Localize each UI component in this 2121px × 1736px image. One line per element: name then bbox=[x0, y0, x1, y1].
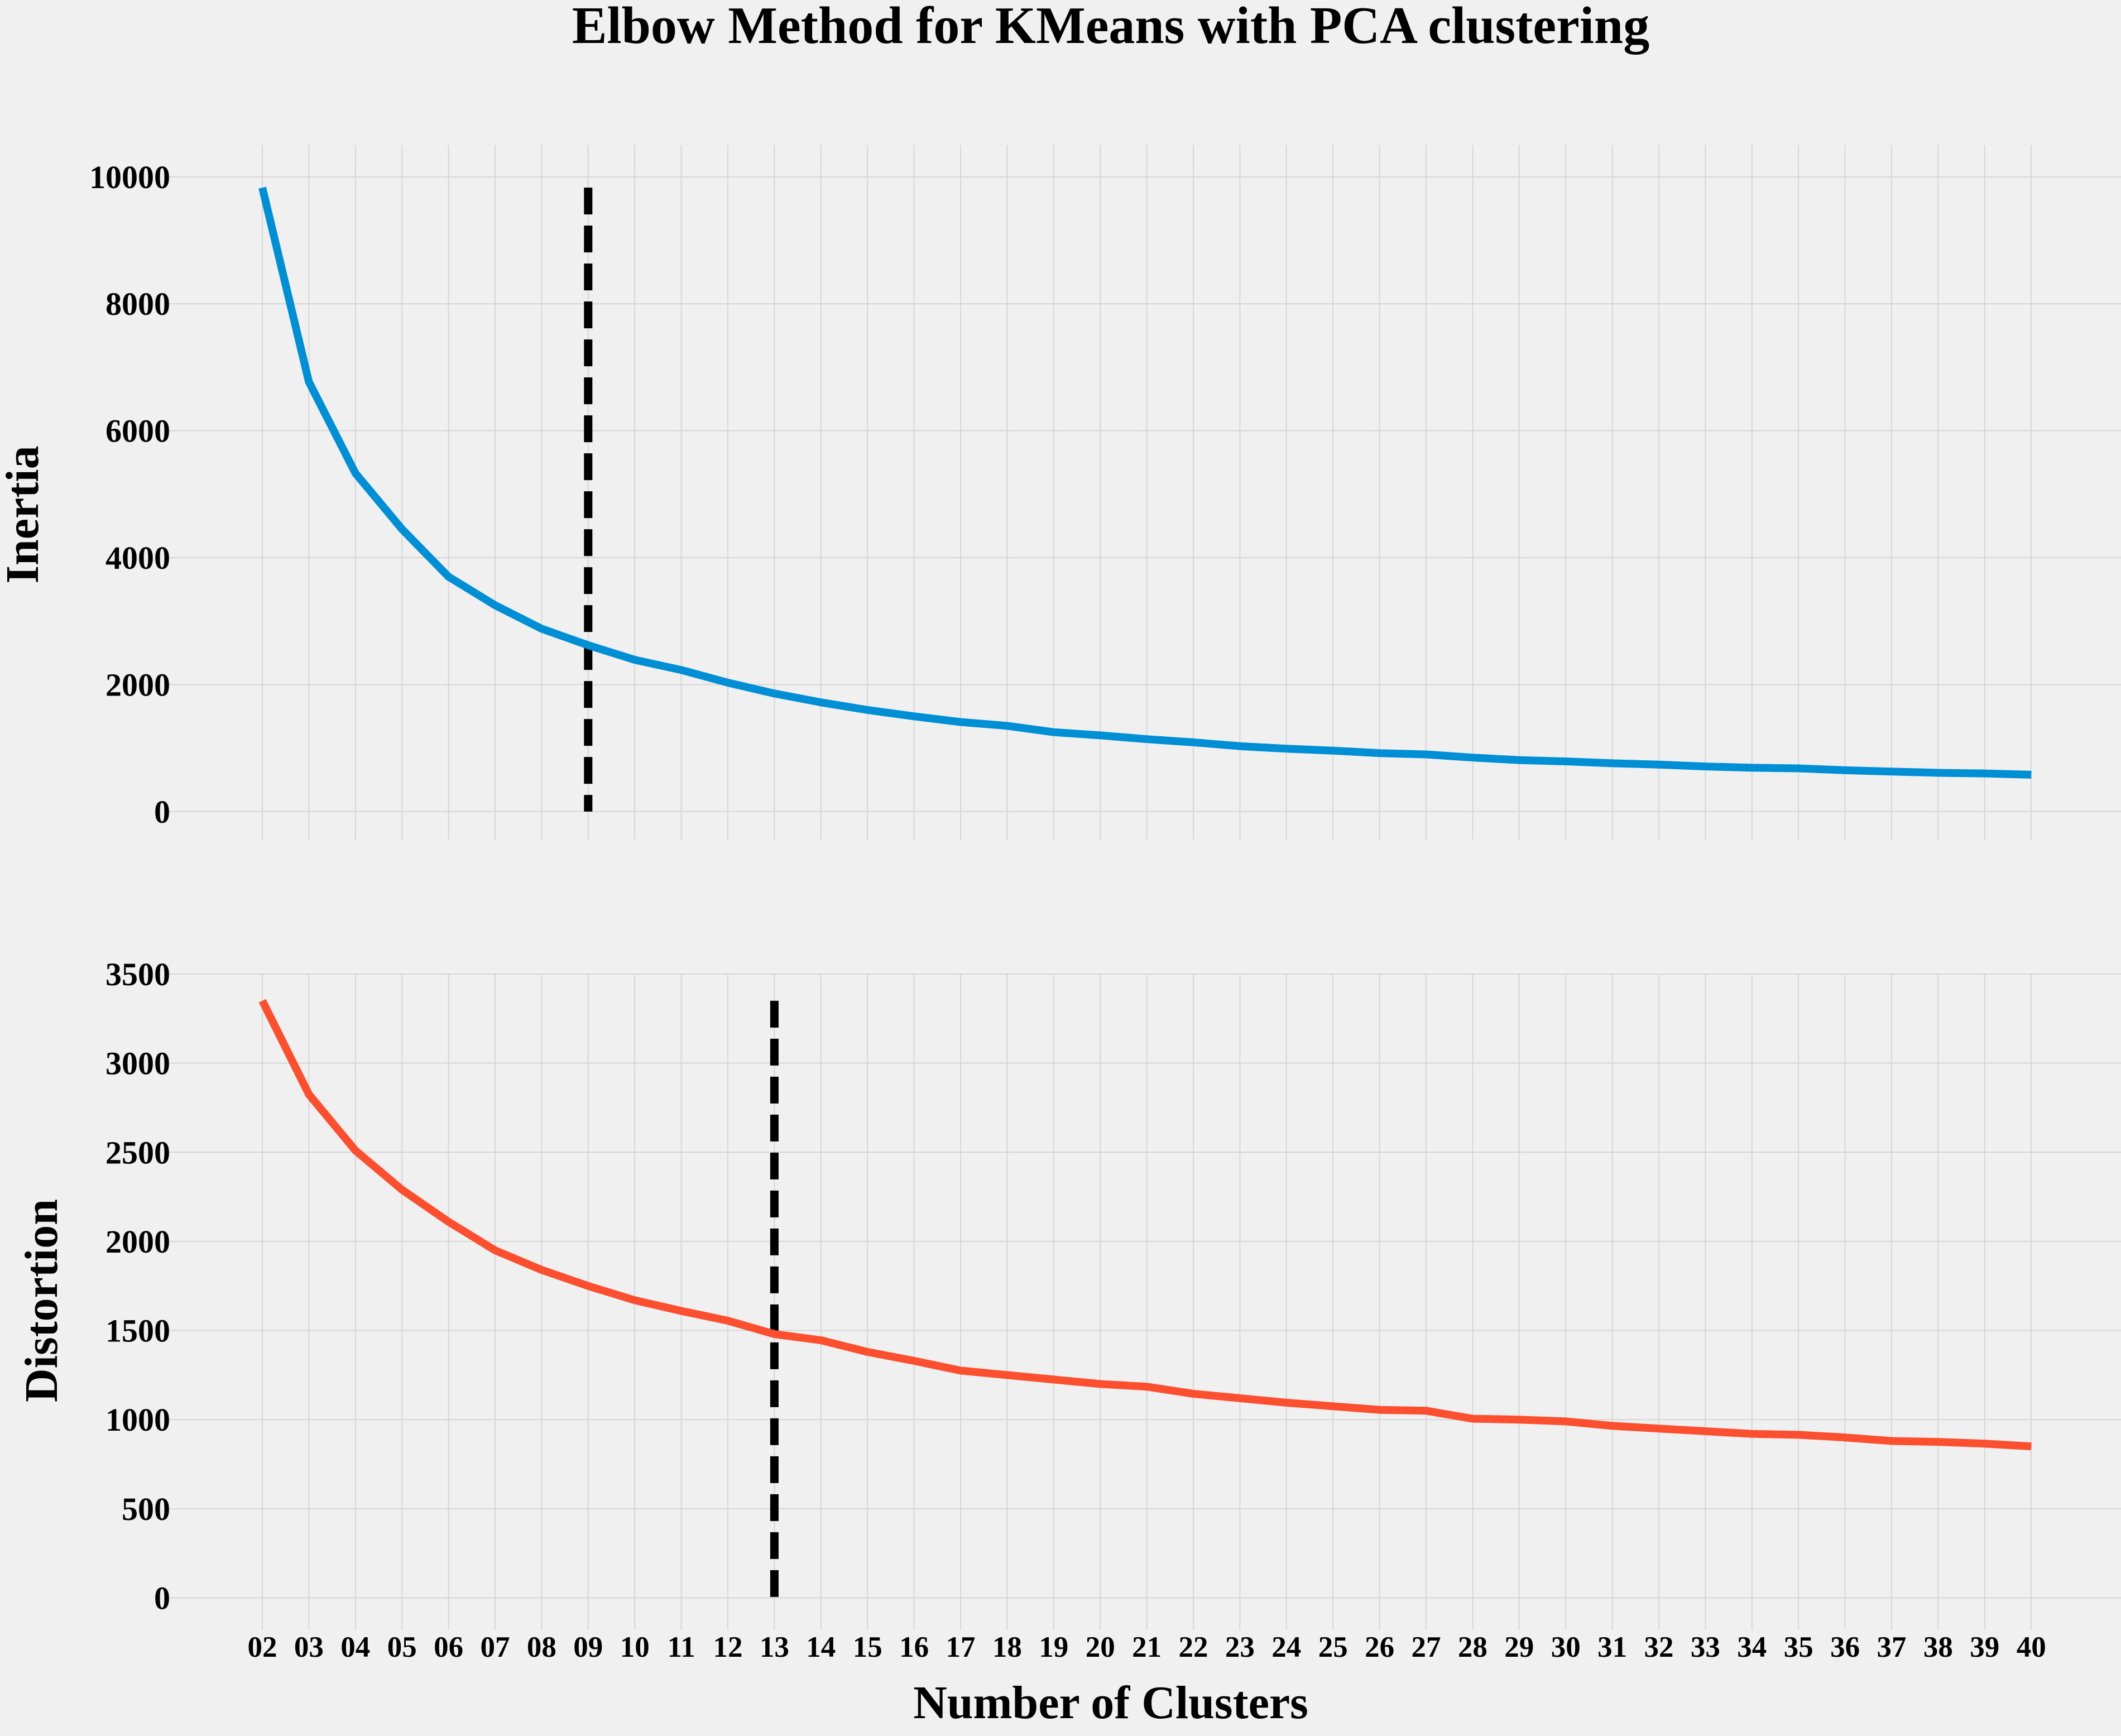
x-tick-label: 05 bbox=[387, 1631, 417, 1663]
x-tick-label: 21 bbox=[1132, 1631, 1162, 1663]
x-tick-label: 09 bbox=[573, 1631, 603, 1663]
y-tick-label: 1000 bbox=[105, 1402, 170, 1438]
x-tick-label: 12 bbox=[713, 1631, 743, 1663]
x-tick-label: 37 bbox=[1877, 1631, 1907, 1663]
y-tick-label: 8000 bbox=[105, 286, 170, 322]
x-tick-label: 14 bbox=[806, 1631, 836, 1663]
figure-title: Elbow Method for KMeans with PCA cluster… bbox=[572, 0, 1649, 55]
x-tick-label: 27 bbox=[1412, 1631, 1441, 1663]
y-tick-label: 0 bbox=[154, 794, 170, 830]
distortion-y-ticks: 0 500 1000 1500 2000 2500 3000 3500 bbox=[105, 956, 170, 1617]
x-tick-label: 33 bbox=[1691, 1631, 1720, 1663]
x-tick-label: 07 bbox=[481, 1631, 510, 1663]
x-tick-label: 36 bbox=[1830, 1631, 1860, 1663]
x-tick-label: 34 bbox=[1737, 1631, 1767, 1663]
x-tick-label: 11 bbox=[668, 1631, 695, 1663]
distortion-grid bbox=[167, 973, 2121, 1630]
x-tick-label: 30 bbox=[1551, 1631, 1581, 1663]
distortion-axis-label: Distortion bbox=[16, 1199, 68, 1402]
x-tick-label: 10 bbox=[620, 1631, 650, 1663]
x-tick-label: 04 bbox=[340, 1631, 370, 1663]
x-tick-label: 38 bbox=[1923, 1631, 1953, 1663]
inertia-line bbox=[258, 186, 2032, 779]
x-tick-label: 20 bbox=[1086, 1631, 1115, 1663]
y-tick-label: 500 bbox=[122, 1491, 170, 1527]
x-tick-label: 13 bbox=[760, 1631, 789, 1663]
inertia-grid bbox=[167, 145, 2121, 840]
x-tick-labels: 02 03 04 05 06 07 08 09 10 11 12 13 14 15 16 17 18 19 20 21… bbox=[248, 1631, 2046, 1663]
x-tick-label: 39 bbox=[1970, 1631, 1999, 1663]
x-tick-label: 17 bbox=[946, 1631, 976, 1663]
x-axis-label: Number of Clusters bbox=[913, 1677, 1308, 1729]
inertia-series bbox=[258, 186, 2032, 779]
y-tick-label: 2000 bbox=[105, 1224, 170, 1260]
x-tick-label: 08 bbox=[527, 1631, 556, 1663]
x-tick-label: 22 bbox=[1179, 1631, 1208, 1663]
inertia-axis-label: Inertia bbox=[0, 445, 49, 583]
x-tick-label: 31 bbox=[1597, 1631, 1627, 1663]
x-tick-label: 26 bbox=[1365, 1631, 1394, 1663]
y-tick-label: 10000 bbox=[89, 159, 170, 195]
distortion-line bbox=[258, 999, 2032, 1451]
x-tick-label: 03 bbox=[294, 1631, 324, 1663]
y-tick-label: 3000 bbox=[105, 1046, 170, 1082]
x-tick-label: 23 bbox=[1225, 1631, 1255, 1663]
x-tick-label: 24 bbox=[1271, 1631, 1301, 1663]
inertia-y-ticks: 0 2000 4000 6000 8000 10000 bbox=[89, 159, 170, 830]
x-tick-label: 25 bbox=[1318, 1631, 1348, 1663]
y-tick-label: 1500 bbox=[105, 1313, 170, 1349]
inertia-panel: 0 2000 4000 6000 8000 10000 Inertia bbox=[0, 145, 2121, 840]
x-tick-label: 18 bbox=[992, 1631, 1022, 1663]
y-tick-label: 4000 bbox=[105, 540, 170, 576]
distortion-series bbox=[258, 999, 2032, 1451]
x-tick-label: 06 bbox=[434, 1631, 463, 1663]
x-tick-label: 32 bbox=[1644, 1631, 1674, 1663]
x-tick-label: 15 bbox=[853, 1631, 882, 1663]
x-tick-label: 29 bbox=[1504, 1631, 1534, 1663]
x-tick-label: 35 bbox=[1784, 1631, 1813, 1663]
x-tick-label: 40 bbox=[2017, 1631, 2046, 1663]
y-tick-label: 2500 bbox=[105, 1134, 170, 1171]
y-tick-label: 3500 bbox=[105, 956, 170, 992]
x-tick-label: 19 bbox=[1039, 1631, 1068, 1663]
x-tick-label: 16 bbox=[899, 1631, 929, 1663]
x-tick-label: 02 bbox=[248, 1631, 277, 1663]
y-tick-label: 6000 bbox=[105, 413, 170, 449]
y-tick-label: 0 bbox=[154, 1580, 170, 1617]
y-tick-label: 2000 bbox=[105, 666, 170, 703]
x-tick-label: 28 bbox=[1458, 1631, 1487, 1663]
